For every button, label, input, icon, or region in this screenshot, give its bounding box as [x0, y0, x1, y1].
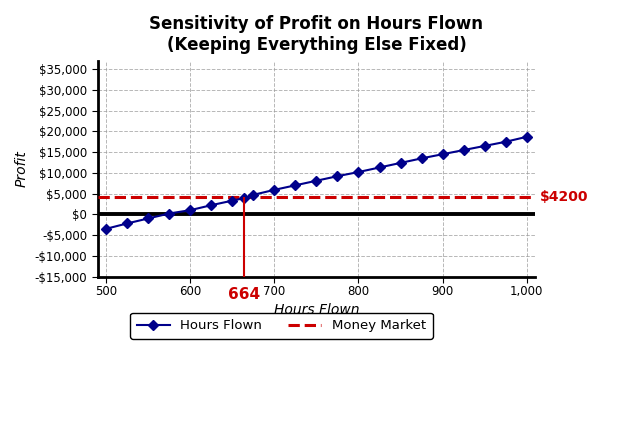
Hours Flown	[334, 174, 342, 179]
Y-axis label: Profit: Profit	[15, 150, 29, 187]
Hours Flown	[240, 195, 248, 201]
Title: Sensitivity of Profit on Hours Flown
(Keeping Everything Else Fixed): Sensitivity of Profit on Hours Flown (Ke…	[150, 15, 483, 54]
Text: $4200: $4200	[539, 190, 588, 204]
Hours Flown	[229, 198, 236, 203]
Hours Flown	[376, 165, 383, 170]
Hours Flown	[523, 134, 531, 139]
Hours Flown	[502, 139, 510, 144]
Line: Hours Flown: Hours Flown	[103, 133, 530, 232]
Hours Flown	[102, 226, 110, 231]
Hours Flown	[186, 208, 194, 213]
Hours Flown	[460, 148, 467, 153]
Hours Flown	[165, 211, 173, 216]
Hours Flown	[354, 170, 362, 175]
X-axis label: Hours Flown: Hours Flown	[273, 303, 359, 317]
Hours Flown	[270, 187, 278, 192]
Hours Flown	[397, 160, 404, 165]
Hours Flown	[481, 143, 489, 148]
Hours Flown	[291, 183, 299, 188]
Text: 664: 664	[228, 287, 260, 302]
Hours Flown	[313, 178, 320, 183]
Hours Flown	[207, 203, 215, 208]
Hours Flown	[250, 192, 257, 198]
Legend: Hours Flown, Money Market: Hours Flown, Money Market	[130, 313, 433, 339]
Hours Flown	[144, 216, 152, 221]
Hours Flown	[438, 152, 446, 157]
Hours Flown	[123, 221, 131, 226]
Hours Flown	[418, 156, 426, 161]
